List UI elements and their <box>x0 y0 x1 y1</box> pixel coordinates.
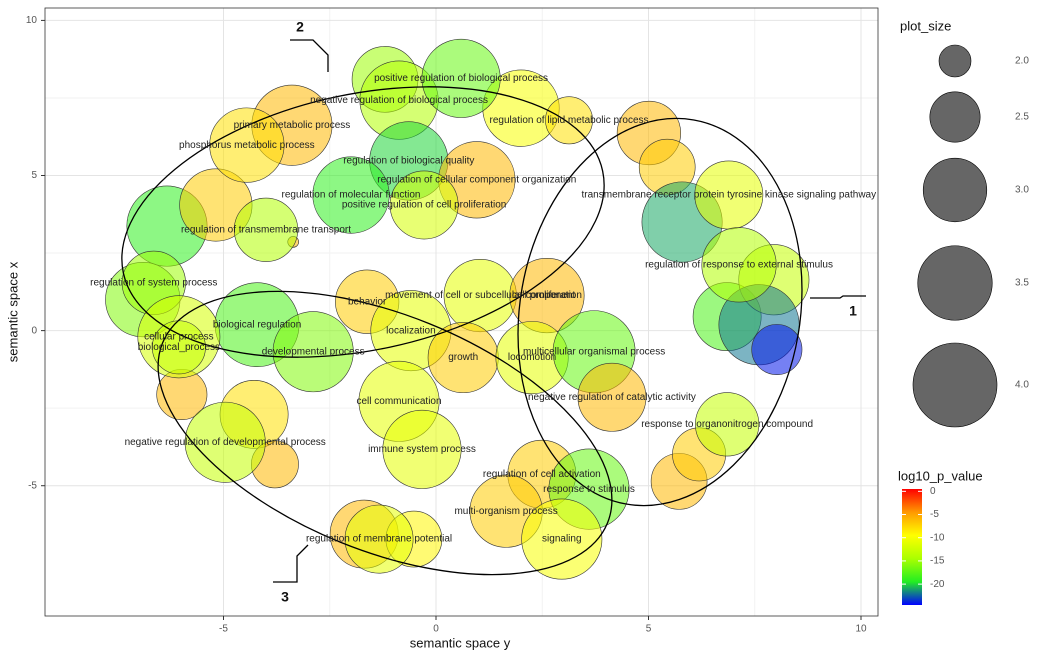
y-tick-label: 0 <box>31 325 37 336</box>
color-tick-label: -20 <box>930 579 945 590</box>
panel-border <box>44 7 879 617</box>
bubble-label: locomotion <box>508 352 556 363</box>
bubble-label: immune system process <box>368 444 476 455</box>
bubble-label: negative regulation of biological proces… <box>310 95 488 106</box>
cluster-ellipse <box>517 117 803 507</box>
size-legend-circle <box>922 157 988 223</box>
bubble-label: behavior <box>348 296 387 307</box>
bubble-label: biological_process <box>138 342 220 353</box>
bubble-label: growth <box>448 352 478 363</box>
size-legend-label: 3.0 <box>1015 185 1029 196</box>
bubble <box>233 197 299 262</box>
size-legend-label: 4.0 <box>1015 380 1029 391</box>
bubble-label: cellular process <box>144 331 213 342</box>
bubble-label: response to stimulus <box>543 484 635 495</box>
size-legend-circle <box>917 245 993 321</box>
size-legend-circle <box>929 91 981 143</box>
color-tick-label: 0 <box>930 486 936 497</box>
bubble-label: biological regulation <box>213 319 301 330</box>
bubble <box>272 311 354 393</box>
colorbar <box>902 489 922 605</box>
bubble <box>701 227 777 303</box>
x-tick-label: 0 <box>433 624 439 635</box>
bubble-label: transmembrane receptor protein tyrosine … <box>582 190 877 201</box>
bubble <box>312 156 390 234</box>
cluster-ellipse <box>121 86 605 358</box>
bubble-label: regulation of biological quality <box>343 156 474 167</box>
bubble-label: regulation of system process <box>90 277 217 288</box>
bubble-label: positive regulation of cell proliferatio… <box>342 200 507 211</box>
connector <box>273 544 309 583</box>
bubble <box>751 324 803 375</box>
bubble <box>382 409 462 489</box>
bubble-label: cell proliferation <box>512 290 582 301</box>
cluster-label: 3 <box>281 589 289 605</box>
bubble-label: regulation of transmembrane transport <box>181 224 351 235</box>
size-legend-circle <box>938 44 972 78</box>
cluster-outlines <box>121 39 866 583</box>
cluster-label: 2 <box>296 19 304 35</box>
y-tick-label: -5 <box>28 480 37 491</box>
color-tick-label: -10 <box>930 532 945 543</box>
connector <box>810 295 866 299</box>
x-tick-label: -5 <box>219 624 228 635</box>
y-axis-title: semantic space x <box>5 261 20 362</box>
bubble-label: multicellular organismal process <box>523 346 665 357</box>
bubble-label: positive regulation of biological proces… <box>374 73 548 84</box>
bubble-label: localization <box>386 325 435 336</box>
x-tick-label: 5 <box>646 624 652 635</box>
y-tick-label: 10 <box>26 15 38 26</box>
bubble <box>577 362 647 432</box>
bubble <box>521 498 603 580</box>
bubble-label: regulation of response to external stimu… <box>645 259 833 270</box>
size-legend-label: 2.5 <box>1015 112 1029 123</box>
size-legend-title: plot_size <box>900 18 951 33</box>
bubble-labels: negative regulation of biological proces… <box>90 73 876 545</box>
color-legend-title: log10_p_value <box>898 468 983 483</box>
bubble-label: movement of cell or subcellular componen… <box>385 290 575 301</box>
bubble-label: regulation of membrane potential <box>306 534 452 545</box>
bubble-label: regulation of cellular component organiz… <box>377 174 576 185</box>
bubble-label: regulation of cell activation <box>483 469 601 480</box>
bubble <box>421 38 501 118</box>
cluster-ellipse <box>157 290 613 576</box>
bubble <box>184 401 266 483</box>
bubble-label: regulation of molecular function <box>282 190 421 201</box>
bubble-label: multi-organism process <box>454 506 557 517</box>
bubble-label: regulation of lipid metabolic process <box>490 115 649 126</box>
bubble-label: negative regulation of catalytic activit… <box>528 392 696 403</box>
bubble <box>389 170 459 240</box>
size-legend-label: 2.0 <box>1015 56 1029 67</box>
x-axis-title: semantic space y <box>410 635 511 650</box>
bubble <box>344 504 414 574</box>
color-tick-label: -15 <box>930 556 945 567</box>
bubble-label: primary metabolic process <box>234 120 351 131</box>
bubble-label: phosphorus metabolic process <box>179 140 315 151</box>
bubble-label: negative regulation of developmental pro… <box>125 437 326 448</box>
bubble-label: signaling <box>542 534 581 545</box>
bubble <box>695 392 760 457</box>
bubble-label: cell communication <box>357 396 442 407</box>
x-tick-label: 10 <box>855 624 867 635</box>
size-legend-label: 3.5 <box>1015 278 1029 289</box>
cluster-label: 1 <box>849 303 857 319</box>
connector <box>290 39 329 72</box>
size-legend-circle <box>912 342 998 428</box>
bubble-label: developmental process <box>262 346 365 357</box>
color-tick-label: -5 <box>930 509 939 520</box>
y-tick-label: 5 <box>31 170 37 181</box>
bubble-label: response to organonitrogen compound <box>641 419 813 430</box>
